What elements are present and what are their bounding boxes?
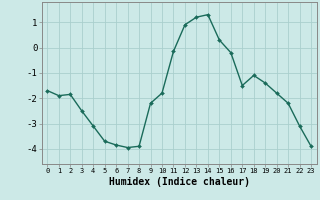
X-axis label: Humidex (Indice chaleur): Humidex (Indice chaleur): [109, 177, 250, 187]
